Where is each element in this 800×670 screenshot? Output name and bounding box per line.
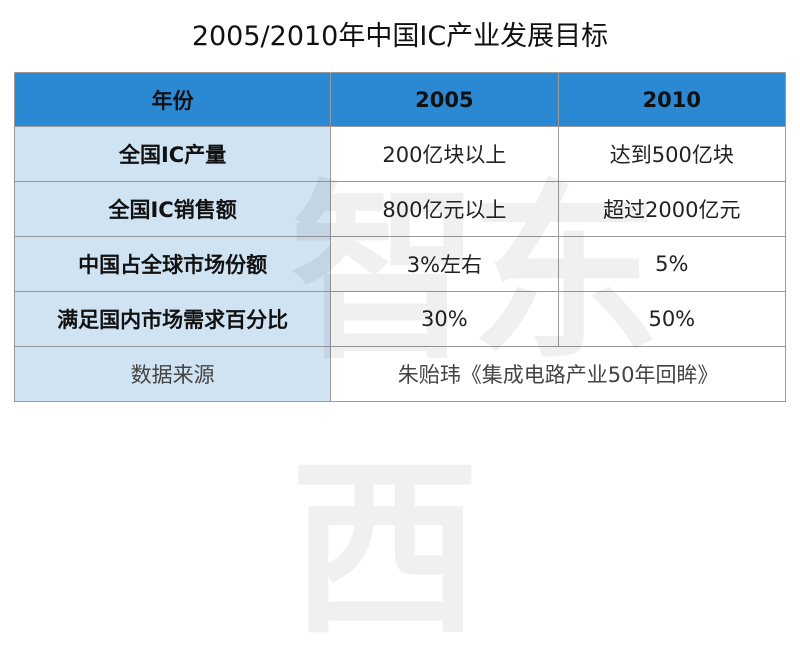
row-label: 中国占全球市场份额 xyxy=(13,236,332,292)
cell-2005: 800亿元以上 xyxy=(330,181,559,237)
row-label: 全国IC销售额 xyxy=(13,181,332,237)
table-row: 全国IC销售额 800亿元以上 超过2000亿元 xyxy=(13,181,787,237)
cell-2010: 5% xyxy=(557,236,787,292)
table-row: 全国IC产量 200亿块以上 达到500亿块 xyxy=(13,126,787,182)
table-row: 中国占全球市场份额 3%左右 5% xyxy=(13,236,787,292)
source-row: 数据来源 朱贻玮《集成电路产业50年回眸》 xyxy=(13,346,786,402)
page-title: 2005/2010年中国IC产业发展目标 xyxy=(191,21,609,52)
cell-2005: 3%左右 xyxy=(330,236,559,292)
source-value: 朱贻玮《集成电路产业50年回眸》 xyxy=(330,346,786,402)
row-label: 满足国内市场需求百分比 xyxy=(13,291,332,347)
row-label: 全国IC产量 xyxy=(13,126,332,182)
cell-2010: 超过2000亿元 xyxy=(557,181,787,237)
table-row: 满足国内市场需求百分比 30% 50% xyxy=(13,291,787,347)
cell-2010: 达到500亿块 xyxy=(557,126,787,182)
cell-2010: 50% xyxy=(557,291,787,347)
cell-2005: 30% xyxy=(330,291,559,347)
header-2005: 2005 xyxy=(330,72,559,127)
header-year: 年份 xyxy=(13,72,332,127)
cell-2005: 200亿块以上 xyxy=(330,126,559,182)
table-header-row: 年份 2005 2010 xyxy=(13,72,787,127)
header-2010: 2010 xyxy=(557,72,787,127)
ic-targets-table: 年份 2005 2010 全国IC产量 200亿块以上 达到500亿块 全国IC… xyxy=(13,72,787,402)
source-label: 数据来源 xyxy=(13,346,332,402)
